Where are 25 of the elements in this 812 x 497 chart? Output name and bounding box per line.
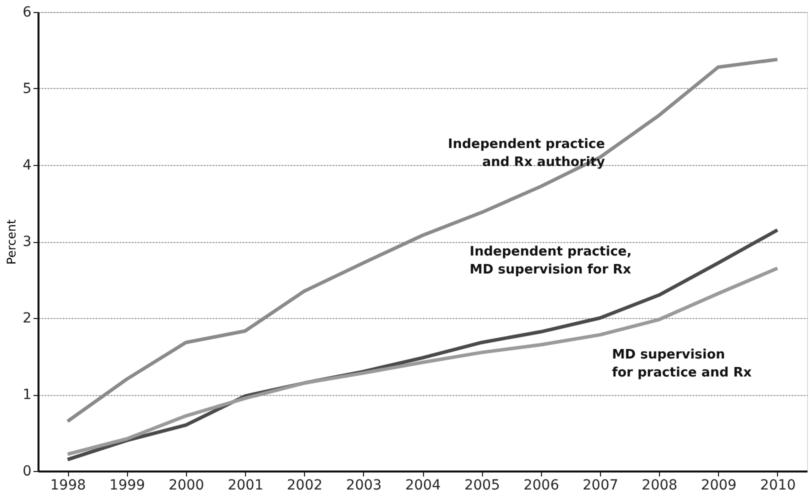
- series-label: Independent practice and Rx authority: [448, 137, 606, 170]
- x-tick-label: 1998: [50, 478, 86, 494]
- x-tick-label: 2006: [523, 478, 560, 494]
- x-tick-label: 2009: [700, 478, 737, 494]
- x-tick-label: 2005: [464, 478, 500, 494]
- x-tick-label: 2001: [228, 478, 264, 494]
- x-tick-label: 2007: [582, 478, 618, 494]
- series-label: MD supervision for practice and Rx: [612, 348, 752, 381]
- y-tick-label: 3: [22, 234, 32, 250]
- x-tick-label: 2010: [760, 478, 796, 494]
- x-tick-label: 1999: [109, 478, 146, 494]
- x-tick-label: 2004: [405, 478, 441, 494]
- y-tick-label: 6: [22, 4, 32, 20]
- y-tick-label: 5: [22, 81, 32, 97]
- text: Independent practice, MD supervision for Rx: [470, 244, 632, 278]
- y-tick-label: 1: [22, 387, 32, 403]
- line-series: [66, 58, 780, 424]
- x-tick-label: 2003: [346, 478, 382, 494]
- y-tick-label: 2: [22, 310, 32, 326]
- y-axis-title: Percent: [4, 219, 19, 265]
- y-tick-label: 4: [22, 158, 32, 174]
- y-tick-label: 0: [22, 464, 32, 480]
- x-tick-label: 2008: [642, 478, 678, 494]
- x-tick-label: 2002: [286, 478, 323, 494]
- x-tick-label: 2000: [168, 478, 204, 494]
